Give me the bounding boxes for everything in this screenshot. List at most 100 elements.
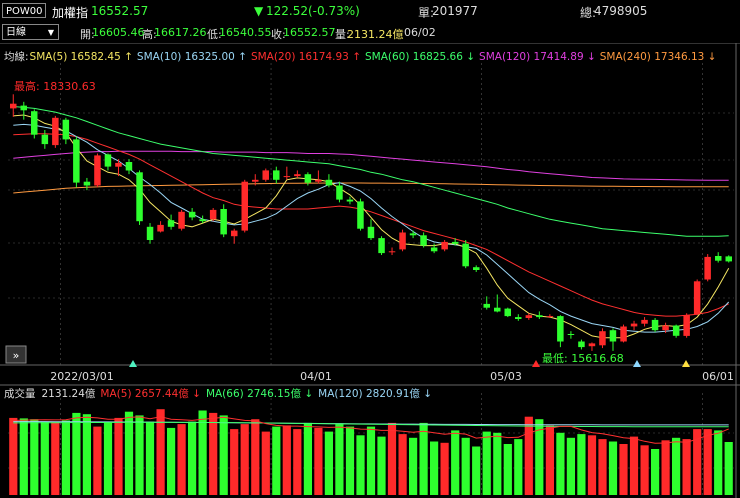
candle-body — [725, 256, 732, 262]
candle-body — [430, 247, 438, 252]
volume-legend: 成交量 2131.24億 MA(5) 2657.44億 ↓ MA(66) 2746.1… — [4, 387, 432, 400]
sma-legend-item[interactable]: SMA(120) 17414.89 ↓ — [479, 51, 596, 63]
candle-body — [504, 308, 511, 317]
sma240-line — [13, 182, 729, 194]
volume-bar — [556, 432, 565, 495]
candle-body — [473, 267, 480, 270]
sma5-line — [13, 114, 730, 339]
volume-bar — [619, 444, 628, 495]
candle-body — [31, 111, 38, 135]
candle-body — [357, 201, 364, 229]
candle — [515, 314, 522, 321]
sma-legend-item[interactable]: SMA(5) 16582.45 ↑ — [30, 51, 133, 63]
sma20-line — [13, 133, 729, 317]
volume-bar — [587, 435, 597, 495]
volume-bar — [661, 440, 670, 495]
period-select-label: 日線 — [6, 27, 26, 38]
volume-bar — [209, 412, 218, 495]
period-select[interactable]: 日線 ▼ — [2, 24, 59, 40]
volume-ma-legend-item[interactable]: MA(120) 2820.91億 ↓ — [318, 387, 432, 400]
volume-bar — [282, 425, 291, 495]
volume-bar — [188, 421, 197, 495]
volume-bar — [608, 441, 618, 495]
candle — [325, 174, 333, 188]
candle-body — [367, 226, 375, 239]
sma-legend-item[interactable]: SMA(20) 16174.93 ↑ — [251, 51, 361, 63]
volume-bar — [524, 416, 533, 495]
axis-marker-icon — [682, 360, 690, 367]
volume-ma-legend-item[interactable]: MA(5) 2657.44億 ↓ — [100, 387, 201, 400]
candle — [146, 223, 154, 244]
sma10-line — [13, 123, 730, 333]
price-chart[interactable]: 2022/03/01 04/01 05/03 06/01 均線:SMA(5) 16582… — [0, 43, 740, 498]
sma-legend-item[interactable]: SMA(240) 17346.13 ↓ — [600, 51, 717, 63]
candle-body — [525, 315, 533, 318]
volume-bar — [82, 414, 91, 495]
volume-bar — [219, 415, 228, 495]
volume-bar — [30, 419, 39, 495]
candle-body — [620, 326, 627, 342]
volume-bar — [335, 424, 344, 495]
sma-legend-prefix: 均線: — [4, 50, 29, 63]
volume-bar — [156, 409, 165, 495]
volume-bar — [135, 415, 144, 495]
candle — [357, 198, 364, 231]
candle-body — [125, 162, 133, 171]
candle-body — [73, 139, 80, 183]
volume-bar — [72, 412, 81, 495]
candle-body — [451, 241, 459, 244]
candle — [252, 174, 259, 186]
candle-body — [157, 224, 164, 232]
candle — [157, 221, 164, 233]
volume-bar — [377, 436, 386, 495]
volume-bar — [356, 435, 365, 495]
volume-bar — [703, 429, 712, 495]
candle-body — [578, 341, 585, 348]
candle — [52, 115, 59, 148]
volume-bar — [514, 439, 523, 495]
symbol-field[interactable]: POW00 — [2, 3, 46, 18]
sma-legend: 均線:SMA(5) 16582.45 ↑ SMA(10) 16325.00 ↑ SM… — [4, 50, 716, 63]
sma-legend-item[interactable]: SMA(10) 16325.00 ↑ — [137, 51, 247, 63]
candle — [104, 153, 112, 171]
volume-bar — [724, 442, 733, 495]
candle-body — [557, 316, 564, 342]
candle — [462, 239, 469, 269]
volume-legend-prefix: 成交量 — [4, 387, 36, 400]
total-value: 4798905 — [594, 4, 648, 18]
high-label: 高: — [142, 28, 157, 41]
candle-body — [536, 315, 543, 318]
volume-bar — [366, 426, 376, 495]
candle — [599, 328, 606, 349]
candle — [241, 179, 248, 233]
volume-bar — [714, 430, 723, 495]
volume-bar — [272, 426, 281, 495]
quote-header: POW00 加權指 16552.57 ▼ 122.52(-0.73%) 單: 2… — [0, 0, 740, 22]
candle-body — [62, 119, 70, 140]
candle-body — [715, 256, 722, 261]
candle — [209, 208, 217, 222]
expand-button[interactable] — [5, 345, 27, 364]
candle-body — [41, 134, 49, 145]
candle-body — [104, 154, 112, 167]
candle-body — [325, 179, 333, 186]
last-price: 16552.57 — [91, 4, 149, 18]
candle-body — [336, 185, 343, 200]
candle — [420, 232, 427, 248]
candle — [294, 170, 301, 178]
volume-bar — [9, 417, 18, 495]
candle-body — [683, 315, 690, 336]
candle-body — [262, 170, 269, 180]
sma-legend-item[interactable]: SMA(60) 16825.66 ↓ — [365, 51, 475, 63]
candle — [188, 208, 196, 221]
candle — [378, 236, 385, 256]
volume-ma-legend-item[interactable]: MA(66) 2746.15億 ↓ — [206, 387, 313, 400]
candle-body — [167, 220, 175, 227]
volume-bar — [61, 420, 70, 495]
bar-date: 06/02 — [404, 26, 436, 39]
close-value: 16552.57 — [283, 26, 336, 39]
close-label: 收: — [271, 28, 286, 41]
candle — [283, 166, 291, 180]
total-label: 總: — [580, 6, 597, 20]
candle — [10, 94, 17, 117]
